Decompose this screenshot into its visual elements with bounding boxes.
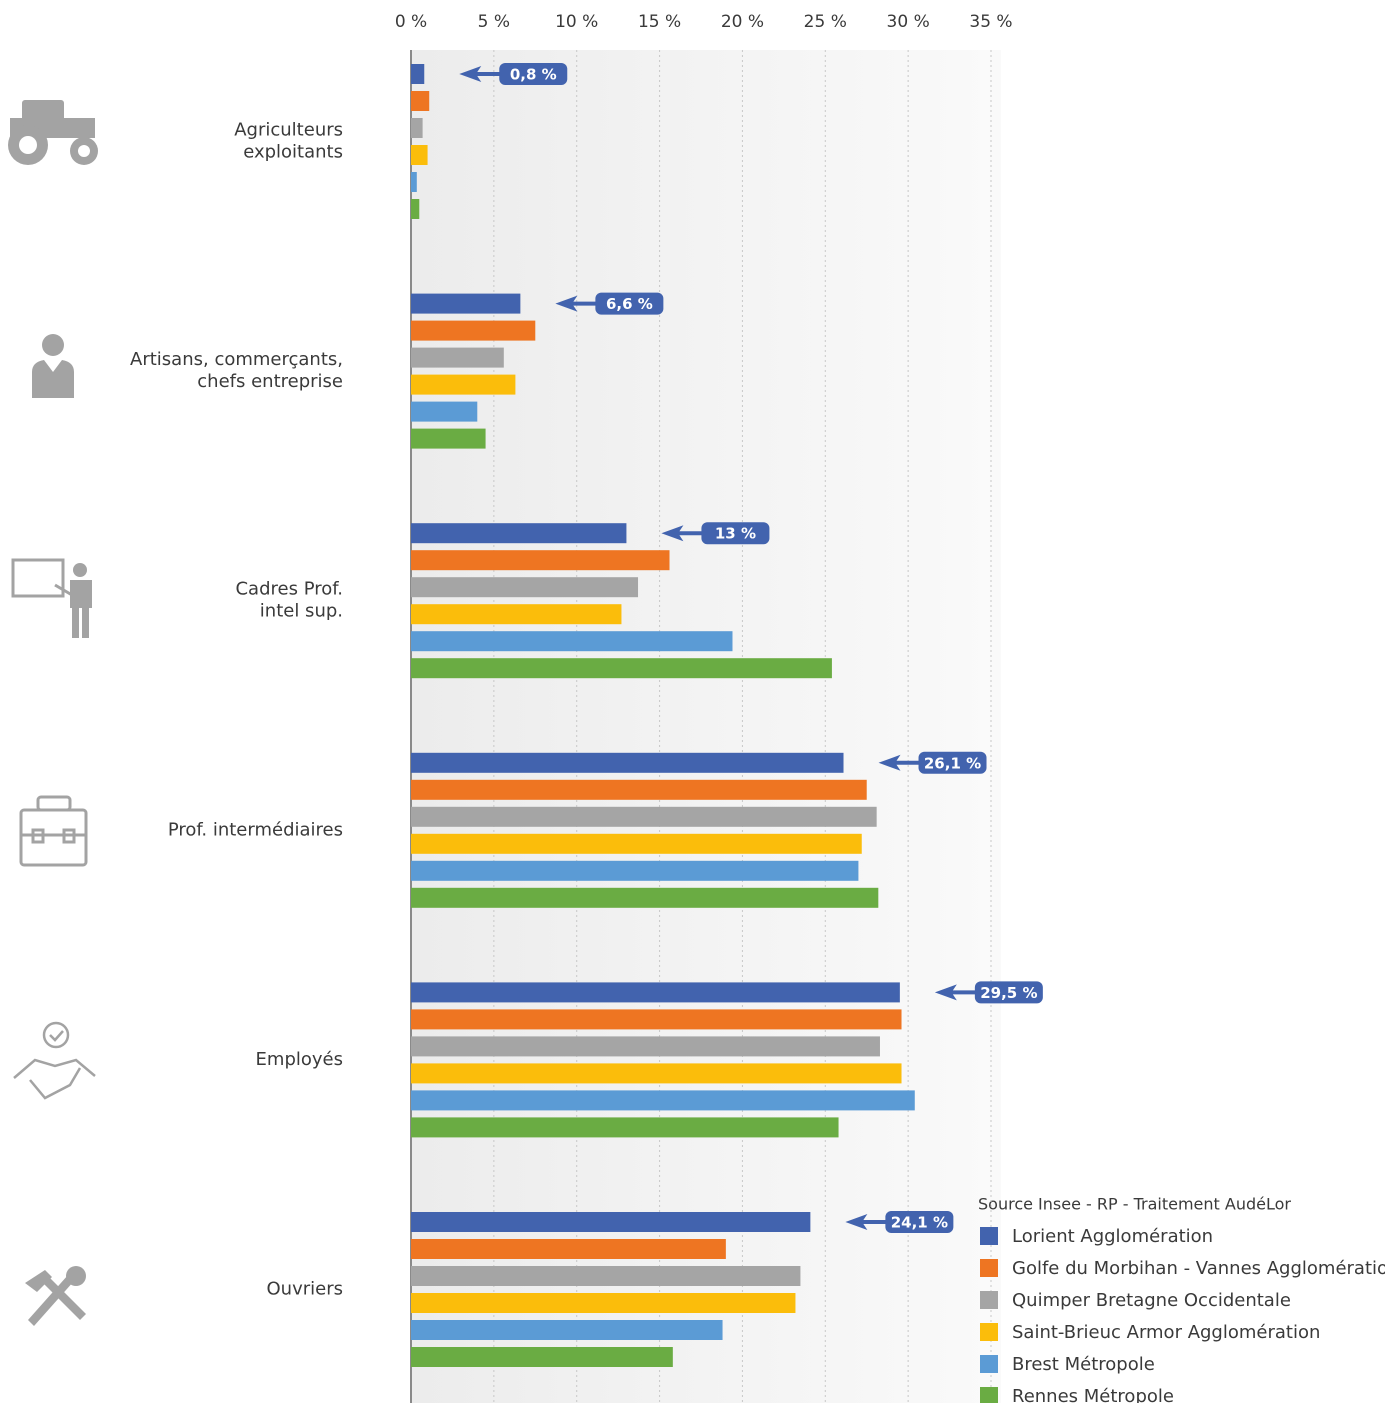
source-note: Source Insee - RP - Traitement AudéLor [978, 1195, 1291, 1214]
bar [411, 1320, 723, 1340]
bar [411, 577, 639, 598]
callout-arrow [878, 754, 923, 771]
tractor-icon [8, 100, 98, 165]
x-tick-label: 25 % [804, 12, 847, 32]
tools-icon [25, 1266, 86, 1326]
callout-arrow [661, 525, 706, 542]
legend-label: Lorient Agglomération [1012, 1226, 1213, 1247]
category-label: exploitants [243, 142, 343, 163]
bar [411, 604, 622, 625]
legend-label: Brest Métropole [1012, 1354, 1155, 1375]
bar [411, 293, 521, 314]
category-label: Prof. intermédiaires [168, 819, 343, 840]
teacher-icon [11, 558, 92, 638]
bar [411, 1090, 915, 1111]
callout-box [499, 63, 568, 85]
legend-label: Rennes Métropole [1012, 1386, 1174, 1403]
data-label: 24,1 % [891, 1214, 948, 1232]
data-label: 13 % [715, 525, 756, 543]
x-tick-label: 20 % [721, 12, 764, 32]
bar [411, 172, 417, 192]
bar [411, 347, 504, 368]
callout-box [885, 1211, 954, 1233]
callout-box [974, 981, 1043, 1004]
bar [411, 199, 420, 219]
bar [411, 1347, 673, 1367]
bar [411, 1036, 880, 1057]
x-tick-label: 15 % [638, 12, 681, 32]
callout-box [595, 292, 664, 315]
category-label: Agriculteurs [234, 120, 343, 141]
bar [411, 320, 536, 341]
legend-label: Saint-Brieuc Armor Agglomération [1012, 1322, 1320, 1343]
legend-label: Golfe du Morbihan - Vannes Agglomération [1012, 1258, 1385, 1279]
bar [411, 550, 670, 571]
x-tick-label: 30 % [887, 12, 930, 32]
bar [411, 64, 425, 84]
category-label: intel sup. [260, 601, 343, 622]
legend-swatch [980, 1291, 998, 1309]
plot-background [411, 50, 1001, 1403]
x-tick-label: 10 % [555, 12, 598, 32]
bar [411, 1009, 902, 1030]
data-label: 6,6 % [606, 295, 653, 313]
legend-swatch [980, 1387, 998, 1403]
bar [411, 1063, 902, 1084]
bar [411, 1117, 839, 1138]
category-label: chefs entreprise [197, 371, 343, 392]
callout-arrow [934, 984, 979, 1001]
legend-label: Quimper Bretagne Occidentale [1012, 1290, 1291, 1311]
legend-swatch [980, 1227, 998, 1245]
callout-arrow [555, 295, 600, 312]
category-label: Artisans, commerçants, [130, 349, 343, 370]
bar [411, 806, 877, 827]
handshake-icon [13, 1021, 96, 1100]
bar [411, 1239, 726, 1259]
bar [411, 118, 423, 138]
bar [411, 779, 867, 800]
x-tick-label: 5 % [478, 12, 510, 32]
bar [411, 860, 859, 881]
bar [411, 631, 733, 652]
bar [411, 833, 862, 854]
legend-swatch [980, 1259, 998, 1277]
category-label: Cadres Prof. [235, 579, 343, 600]
bar [411, 145, 428, 165]
callout-box [701, 522, 770, 545]
bar [411, 401, 478, 422]
data-label: 29,5 % [980, 984, 1037, 1002]
bar [411, 1212, 811, 1232]
bar [411, 1293, 796, 1313]
category-label: Employés [256, 1049, 343, 1070]
bar [411, 91, 430, 111]
data-label: 0,8 % [510, 66, 557, 84]
bar [411, 523, 627, 544]
callout-box [918, 751, 987, 774]
bar [411, 658, 832, 679]
bar [411, 887, 879, 908]
data-label: 26,1 % [924, 754, 981, 772]
businessman-icon [32, 334, 74, 398]
callout-arrow [845, 1214, 890, 1230]
bar [411, 374, 516, 395]
bar [411, 1266, 801, 1286]
x-tick-label: 0 % [395, 12, 427, 32]
legend-swatch [980, 1355, 998, 1373]
callout-arrow [459, 66, 504, 82]
legend-swatch [980, 1323, 998, 1341]
x-tick-label: 35 % [969, 12, 1012, 32]
briefcase-icon [19, 795, 88, 867]
bar [411, 982, 900, 1003]
category-label: Ouvriers [267, 1279, 343, 1300]
icons [8, 100, 98, 1326]
bar [411, 752, 844, 773]
bar [411, 428, 486, 449]
